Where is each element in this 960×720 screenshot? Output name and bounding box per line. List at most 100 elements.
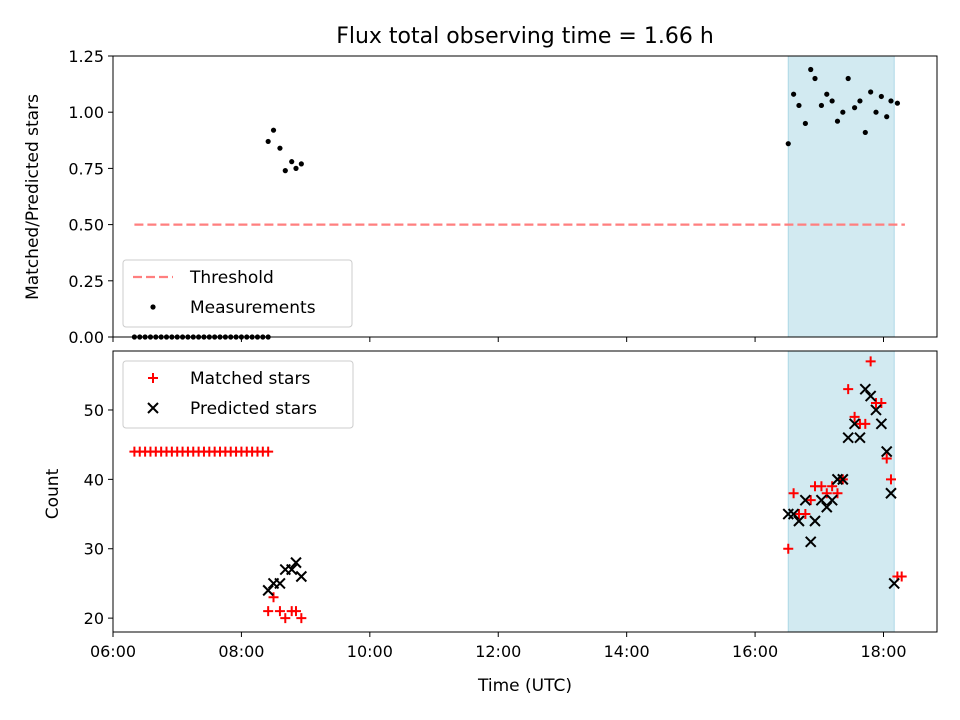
measurement-point: [289, 159, 295, 165]
measurement-point: [845, 75, 851, 82]
legend-label: Matched stars: [190, 369, 310, 389]
matched-star-point: [263, 606, 274, 617]
measurement-point: [265, 138, 271, 145]
bottom-y-tick-label: 30: [84, 540, 104, 559]
predicted-star-point: [799, 494, 812, 506]
measurement-point: [298, 161, 304, 167]
bottom-y-tick-label: 40: [84, 470, 104, 489]
legend-x-marker: [147, 402, 159, 414]
top-y-tick-label: 0.00: [68, 328, 104, 347]
x-tick-label: 16:00: [732, 642, 778, 661]
measurement-point: [282, 168, 288, 174]
predicted-star-point: [826, 494, 838, 506]
measurement-point: [857, 98, 863, 104]
bottom-plot-area: 20 30 40 50 06:00 08:00 10:00 12:00 14:00 16:00 18…: [84, 350, 938, 661]
top-plot-area: 0.00 0.25 0.50 0.75 1.00 1.25 Threshold Measure…: [68, 47, 938, 347]
x-axis-label: Time (UTC): [477, 676, 572, 696]
matched-star-point: [280, 613, 291, 624]
measurement-point: [878, 93, 884, 100]
measurement-point: [862, 129, 868, 136]
measurement-point: [884, 114, 890, 120]
measurement-point: [868, 89, 874, 95]
predicted-star-point: [864, 390, 877, 402]
predicted-star-point: [262, 584, 274, 597]
matched-star-point: [843, 384, 854, 395]
predicted-star-point: [787, 508, 800, 520]
top-y-tick-label: 0.75: [68, 159, 104, 178]
legend-plus-marker: [148, 373, 158, 383]
x-tick-label: 10:00: [347, 642, 393, 661]
measurement-point: [829, 98, 835, 104]
predicted-star-point: [274, 577, 286, 590]
matched-star-point: [783, 543, 794, 554]
predicted-star-point: [295, 570, 308, 583]
matched-star-point: [881, 453, 892, 464]
bottom-y-tick-label: 20: [84, 609, 104, 628]
top-legend: Threshold Measurements: [122, 259, 353, 328]
x-tick-label: 12:00: [475, 642, 521, 661]
matched-star-point: [885, 474, 896, 485]
x-tick-label: 08:00: [218, 642, 264, 661]
predicted-star-point: [875, 418, 888, 430]
matched-star-point: [290, 606, 301, 617]
measurement-point: [888, 98, 894, 104]
top-shaded-interval: [787, 55, 895, 338]
matched-star-point: [274, 606, 285, 617]
x-tick-label: 14:00: [604, 642, 650, 661]
bottom-axes-frame: [112, 350, 938, 633]
measurement-point: [785, 141, 791, 147]
measurement-point: [796, 102, 802, 109]
legend-label: Predicted stars: [190, 399, 317, 419]
predicted-star-point: [793, 515, 805, 527]
matched-star-point: [296, 613, 307, 624]
predicted-star-point: [815, 494, 828, 506]
bottom-y-tick-label: 50: [84, 401, 104, 420]
bottom-shaded-interval: [787, 350, 895, 633]
matched-star-point: [263, 446, 274, 457]
measurement-point: [834, 118, 841, 124]
predicted-star-point: [809, 515, 821, 527]
measurement-point: [791, 91, 797, 97]
top-y-tick-label: 1.00: [68, 103, 104, 122]
predicted-star-point: [821, 501, 833, 513]
matched-star-point: [805, 495, 816, 506]
x-tick-label: 06:00: [90, 642, 136, 661]
predicted-star-point: [870, 404, 882, 416]
top-axes-frame: [112, 55, 938, 338]
matched-star-point: [800, 509, 811, 520]
predicted-star-point: [848, 418, 861, 430]
top-y-axis-label: Matched/Predicted stars: [23, 94, 43, 300]
predicted-star-point: [859, 383, 872, 395]
x-tick-label: 18:00: [860, 642, 906, 661]
measurement-point: [840, 109, 846, 115]
matched-star-point: [788, 488, 799, 499]
top-y-tick-label: 0.25: [68, 272, 104, 291]
matched-star-point: [865, 356, 876, 367]
matched-star-point: [827, 481, 838, 492]
matched-star-point: [268, 592, 279, 603]
predicted-star-point: [880, 445, 893, 458]
bottom-legend: Matched stars Predicted stars: [122, 360, 354, 429]
measurement-point: [270, 127, 277, 133]
measurement-point: [873, 109, 879, 115]
matched-star-point: [849, 411, 860, 422]
predicted-star-point: [290, 556, 302, 569]
predicted-star-point: [805, 536, 817, 548]
measurement-point: [808, 66, 814, 73]
predicted-star-point: [888, 577, 900, 590]
measurement-point: [824, 91, 830, 97]
predicted-star-point: [842, 432, 854, 444]
measurement-point: [277, 145, 283, 151]
legend-measurement-dot: [150, 304, 156, 310]
bottom-y-axis-label: Count: [43, 468, 63, 519]
predicted-star-point: [885, 487, 897, 499]
measurement-point: [293, 165, 299, 171]
legend-label: Measurements: [190, 298, 316, 318]
matched-star-point: [821, 488, 832, 499]
matched-star-point: [816, 481, 827, 492]
measurement-point: [812, 75, 818, 82]
measurement-point: [852, 105, 858, 111]
chart-title: Flux total observing time = 1.66 h: [336, 24, 714, 49]
predicted-star-point: [286, 563, 298, 576]
